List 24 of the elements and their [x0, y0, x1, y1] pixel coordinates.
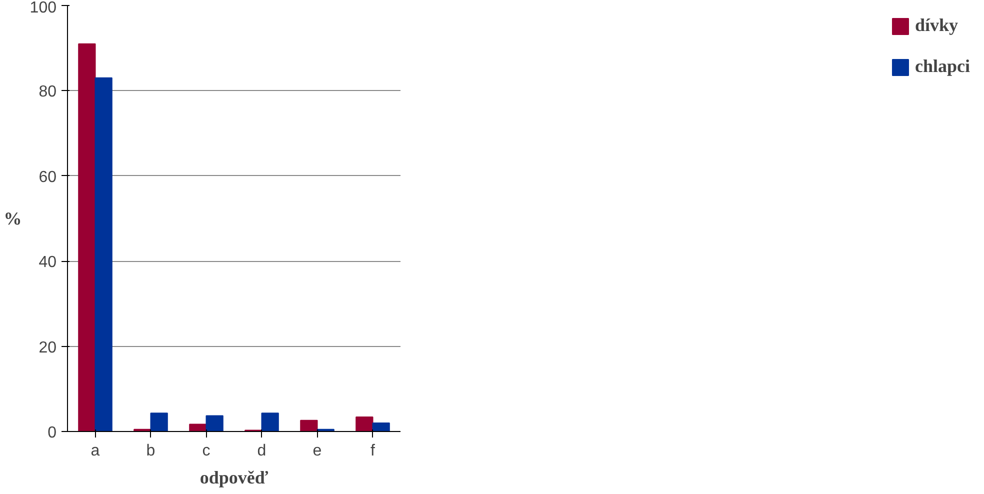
y-tick-label: 80 — [38, 84, 57, 101]
x-tick-label: b — [146, 442, 156, 460]
bar — [94, 77, 112, 432]
x-tick-label: a — [90, 442, 100, 460]
x-tick-label: d — [257, 442, 266, 460]
x-axis-title: odpověď — [200, 468, 269, 488]
bar — [78, 43, 96, 432]
legend-label: chlapci — [914, 56, 970, 77]
bar — [150, 412, 168, 432]
y-tick-label: 100 — [30, 0, 57, 16]
bar — [261, 412, 279, 432]
y-tick-label: 40 — [38, 254, 57, 272]
y-axis-title: % — [4, 208, 22, 228]
legend-label: dívky — [914, 15, 958, 36]
y-tick-label: 60 — [38, 168, 57, 186]
bar — [372, 422, 390, 432]
bar — [300, 420, 318, 432]
bar — [206, 415, 224, 432]
y-tick-label: 20 — [38, 339, 57, 356]
y-tick-label: 0 — [48, 424, 57, 442]
x-tick-label: f — [370, 442, 376, 460]
x-tick-label: c — [202, 442, 210, 460]
bar — [356, 416, 374, 432]
x-tick-label: e — [312, 442, 322, 460]
